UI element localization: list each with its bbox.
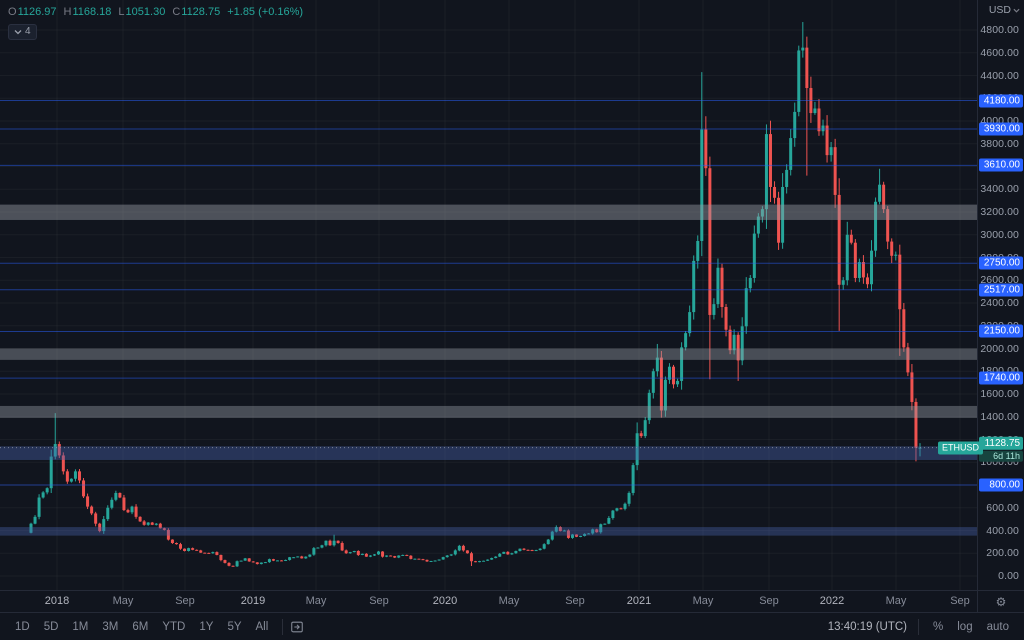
range-button-1d[interactable]: 1D — [15, 620, 30, 633]
date-range-buttons: 1D 5D 1M 3M 6M YTD 1Y 5Y All — [8, 619, 275, 635]
price-level-badge[interactable]: 4180.00 — [979, 94, 1023, 108]
currency-unit-selector[interactable]: USD — [989, 4, 1020, 16]
time-tick-year: 2018 — [44, 595, 70, 607]
current-price-label: 1128.75 — [979, 436, 1023, 450]
scale-button-auto[interactable]: auto — [986, 620, 1009, 633]
range-button-all[interactable]: All — [255, 620, 269, 633]
price-level-badge[interactable]: 2150.00 — [979, 324, 1023, 338]
price-level-badge[interactable]: 1740.00 — [979, 371, 1023, 385]
time-tick-year: 2021 — [626, 595, 652, 607]
bottom-toolbar: 1D 5D 1M 3M 6M YTD 1Y 5Y All 13:40:19 (UTC) % log… — [0, 612, 1024, 640]
symbol-price-tag: ETHUSD — [938, 441, 984, 455]
time-tick-month: May — [112, 595, 134, 607]
price-tick-label: 400.00 — [986, 524, 1019, 537]
chevron-down-icon — [1013, 8, 1020, 13]
time-tick-month: May — [305, 595, 327, 607]
chevron-down-icon — [14, 30, 22, 35]
range-button-1m[interactable]: 1M — [72, 620, 89, 633]
ohlc-value: O1126.97 — [8, 6, 57, 18]
price-level-badge[interactable]: 800.00 — [979, 478, 1023, 492]
price-tick-label: 3200.00 — [980, 206, 1019, 218]
scale-buttons: % log auto — [926, 619, 1016, 635]
price-tick-label: 2400.00 — [980, 297, 1019, 309]
axis-corner: ⚙ — [977, 591, 1024, 612]
time-tick-month: May — [885, 595, 907, 607]
range-button-3m[interactable]: 3M — [102, 620, 119, 633]
settings-gear-icon[interactable]: ⚙ — [995, 594, 1007, 609]
ohlc-value: C1128.75 — [172, 6, 221, 18]
price-tick-label: 3800.00 — [980, 137, 1019, 150]
bar-close-countdown: 6d 11h — [979, 450, 1023, 462]
price-tick-label: 3400.00 — [980, 183, 1019, 196]
price-tick-label: 200.00 — [986, 547, 1019, 560]
scale-button-log[interactable]: log — [957, 620, 973, 633]
unit-label: USD — [988, 4, 1011, 16]
legend-collapse-button[interactable]: 4 — [8, 24, 37, 40]
utc-clock[interactable]: 13:40:19 (UTC) — [827, 620, 908, 633]
time-tick-month: May — [498, 595, 520, 607]
time-tick-year: 2020 — [432, 595, 458, 607]
time-tick-year: 2022 — [819, 595, 845, 607]
change-value: +1.85 (+0.16%) — [227, 6, 304, 18]
current-price-badge: 1128.75 6d 11h — [979, 436, 1023, 462]
range-button-6m[interactable]: 6M — [132, 620, 149, 633]
price-tick-label: 0.00 — [998, 570, 1019, 582]
time-tick-month: Sep — [175, 595, 195, 607]
price-level-badge[interactable]: 2517.00 — [979, 283, 1023, 297]
range-button-5d[interactable]: 5D — [43, 620, 59, 633]
price-tick-label: 4800.00 — [980, 24, 1019, 36]
time-tick-month: Sep — [369, 595, 389, 607]
go-to-date-icon[interactable] — [290, 620, 304, 634]
chart-pane[interactable]: O1126.97 H1168.18 L1051.30 C1128.75 +1.85 (+… — [0, 0, 984, 590]
time-tick-month: May — [692, 595, 714, 607]
ohlc-legend: O1126.97 H1168.18 L1051.30 C1128.75 +1.85 (+… — [8, 6, 303, 18]
candlestick-chart — [0, 22, 977, 567]
time-axis-row: 2018 May Sep 2019 May Sep 2020 May Sep 2021 May Sep… — [0, 590, 1024, 612]
time-tick-year: 2019 — [240, 595, 266, 607]
range-button-ytd[interactable]: YTD — [162, 620, 186, 633]
range-button-1y[interactable]: 1Y — [199, 620, 214, 633]
price-level-badge[interactable]: 2750.00 — [979, 256, 1023, 270]
chart-row: O1126.97 H1168.18 L1051.30 C1128.75 +1.85 (+… — [0, 0, 1024, 590]
ohlc-value: L1051.30 — [118, 6, 166, 18]
price-tick-label: 4400.00 — [980, 69, 1019, 82]
price-tick-label: 4600.00 — [980, 46, 1019, 59]
time-tick-month: Sep — [565, 595, 585, 607]
time-axis[interactable]: 2018 May Sep 2019 May Sep 2020 May Sep 2021 May Sep… — [0, 591, 977, 612]
price-tick-label: 1600.00 — [980, 388, 1019, 400]
legend-collapse-count: 4 — [25, 26, 31, 37]
price-tick-label: 1400.00 — [980, 410, 1019, 423]
range-button-5y[interactable]: 5Y — [227, 620, 242, 633]
scale-button-percent[interactable]: % — [933, 620, 944, 633]
toolbar-divider — [282, 618, 284, 635]
price-axis[interactable]: USD 1128.75 6d 11h 0.00 200.00 400.00 600.0… — [977, 0, 1024, 590]
price-level-badge[interactable]: 3930.00 — [979, 122, 1023, 136]
toolbar-divider — [918, 618, 920, 635]
price-tick-label: 600.00 — [986, 501, 1019, 514]
ohlc-value: H1168.18 — [63, 6, 112, 18]
time-tick-month: Sep — [950, 595, 970, 607]
price-tick-label: 2000.00 — [980, 342, 1019, 355]
time-tick-month: Sep — [759, 595, 779, 607]
price-level-badge[interactable]: 3610.00 — [979, 158, 1023, 172]
price-tick-label: 3000.00 — [980, 228, 1019, 241]
